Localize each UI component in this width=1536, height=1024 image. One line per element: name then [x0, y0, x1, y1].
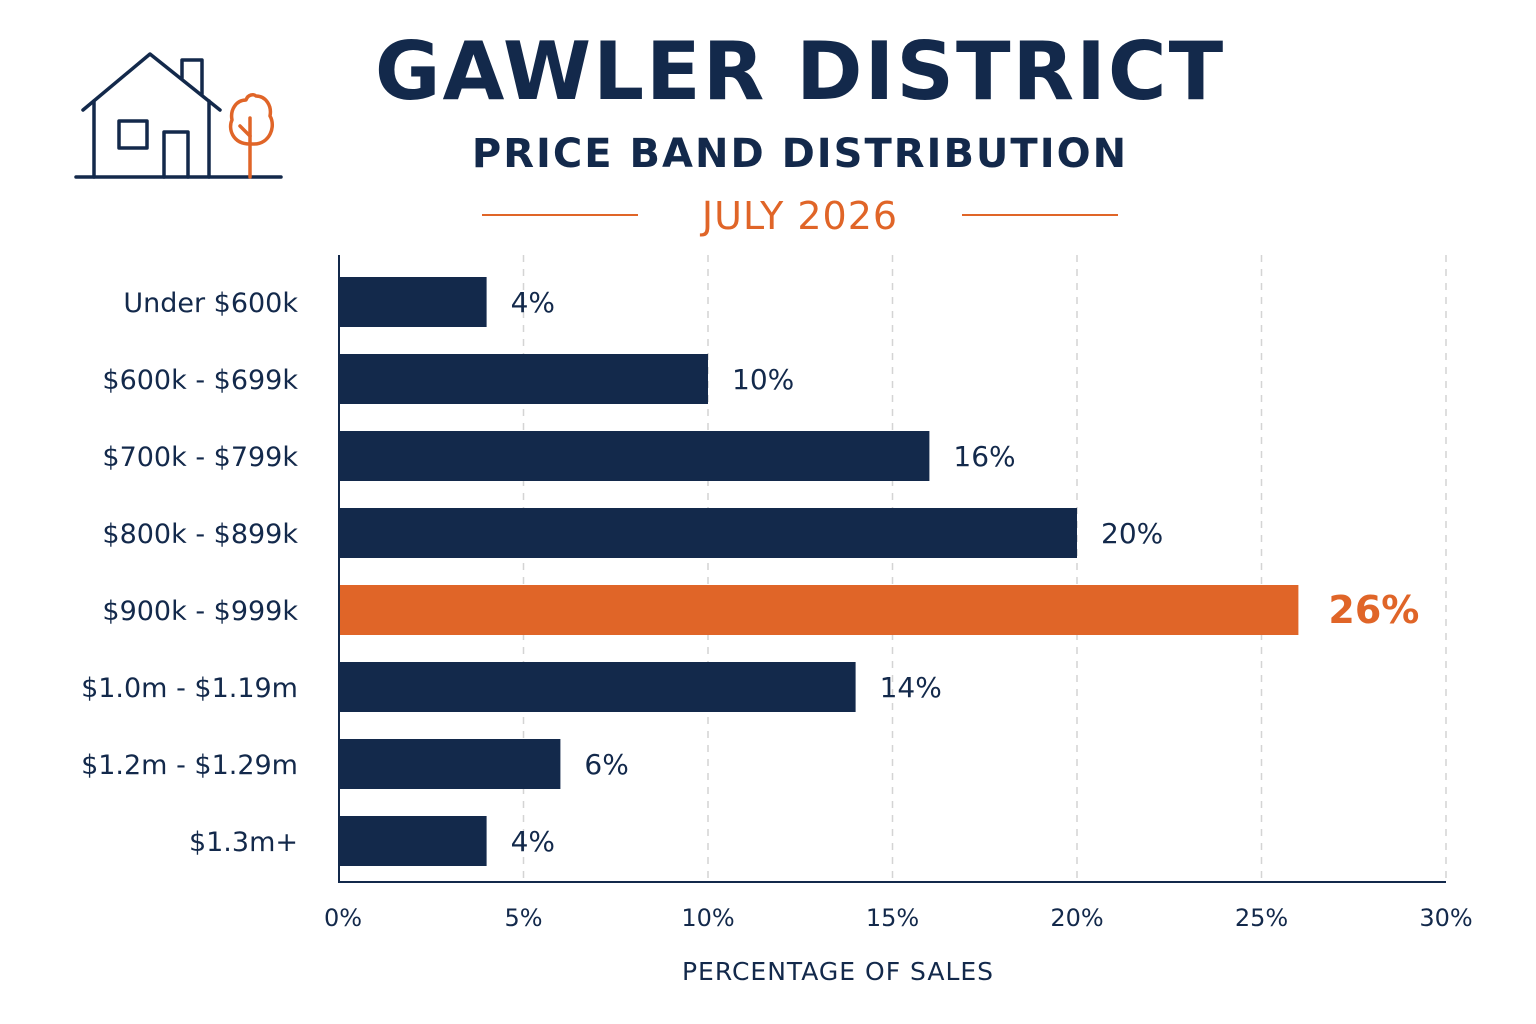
page-subtitle: PRICE BAND DISTRIBUTION — [471, 131, 1129, 177]
x-tick-label: 25% — [1235, 904, 1288, 932]
bar — [339, 508, 1077, 558]
x-tick-label: 20% — [1050, 904, 1103, 932]
x-tick-label: 15% — [866, 904, 919, 932]
x-tick-label: 0% — [324, 904, 362, 932]
value-label: 4% — [511, 286, 555, 319]
date-rule-right — [962, 214, 1118, 216]
bar — [339, 739, 561, 789]
value-label: 16% — [953, 440, 1015, 473]
category-labels: Under $600k $600k - $699k $700k - $799k $80… — [81, 288, 298, 858]
bar — [339, 662, 856, 712]
x-axis-title: PERCENTAGE OF SALES — [682, 957, 994, 986]
value-label: 20% — [1101, 517, 1163, 550]
date-rule-left — [482, 214, 638, 216]
axes — [338, 255, 1446, 883]
house-with-tree-icon — [74, 52, 283, 179]
x-tick-label: 5% — [504, 904, 542, 932]
category-label: $1.2m - $1.29m — [81, 750, 298, 781]
x-tick-label: 30% — [1419, 904, 1472, 932]
value-label: 26% — [1328, 588, 1419, 632]
category-label: Under $600k — [123, 288, 298, 319]
bar — [339, 354, 708, 404]
bar — [339, 816, 487, 866]
category-label: $800k - $899k — [102, 519, 298, 550]
bar-highlight — [339, 585, 1299, 635]
category-label: $1.3m+ — [189, 827, 298, 858]
value-labels: 4% 10% 16% 20% 26% 14% 6% 4% — [511, 286, 1420, 858]
x-tick-labels: 0% 5% 10% 15% 20% 25% 30% — [324, 904, 1473, 932]
bar — [339, 277, 487, 327]
bar — [339, 431, 930, 481]
value-label: 6% — [584, 748, 628, 781]
value-label: 14% — [880, 671, 942, 704]
x-tick-label: 10% — [681, 904, 734, 932]
category-label: $900k - $999k — [102, 596, 298, 627]
grid-lines — [522, 255, 1447, 882]
date-banner: JULY 2026 — [482, 194, 1118, 238]
date-label: JULY 2026 — [701, 194, 899, 238]
value-label: 10% — [732, 363, 794, 396]
category-label: $1.0m - $1.19m — [81, 673, 298, 704]
bars — [339, 277, 1299, 866]
value-label: 4% — [511, 825, 555, 858]
category-label: $600k - $699k — [102, 365, 298, 396]
category-label: $700k - $799k — [102, 442, 298, 473]
